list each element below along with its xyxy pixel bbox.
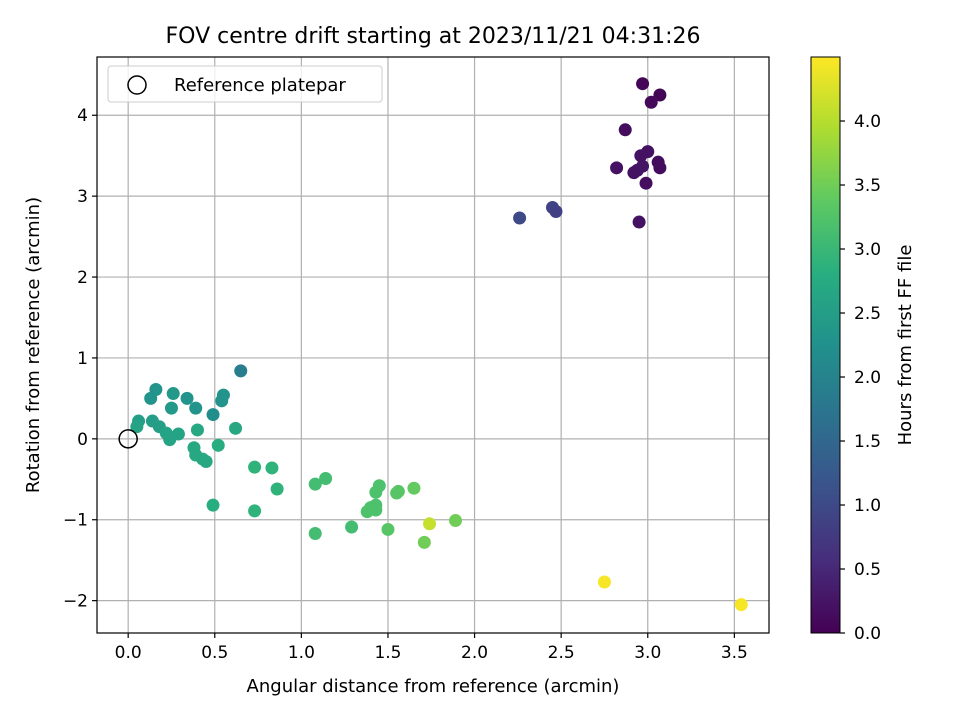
legend-box xyxy=(107,65,383,103)
data-point xyxy=(634,149,648,163)
data-point xyxy=(644,95,658,109)
data-point xyxy=(199,454,213,468)
x-tick-label: 0.0 xyxy=(115,643,142,663)
data-point xyxy=(549,205,563,219)
y-tick-label: 4 xyxy=(77,106,88,126)
plot-frame xyxy=(96,56,770,634)
x-tick-label: 1.0 xyxy=(288,643,315,663)
data-point xyxy=(308,477,322,491)
x-tick-label: 1.5 xyxy=(374,643,401,663)
data-point xyxy=(308,526,322,540)
data-point xyxy=(369,485,383,499)
data-point xyxy=(636,77,650,91)
legend: Reference platepar xyxy=(107,65,383,103)
data-point xyxy=(639,176,653,190)
x-axis-label: Angular distance from reference (arcmin) xyxy=(247,676,620,697)
colorbar-label: Hours from first FF file xyxy=(895,245,916,446)
data-point xyxy=(270,482,284,496)
data-point xyxy=(206,498,220,512)
data-point xyxy=(166,387,180,401)
data-point xyxy=(449,514,463,528)
data-point xyxy=(130,420,144,434)
data-points xyxy=(130,77,748,612)
data-point xyxy=(189,401,203,415)
y-tick-label: −2 xyxy=(63,592,88,612)
colorbar-tick-label: 2.0 xyxy=(854,368,881,388)
data-point xyxy=(229,421,243,435)
grid-lines xyxy=(97,57,769,633)
data-point xyxy=(360,505,374,519)
data-point xyxy=(206,408,220,422)
x-tick-label: 2.5 xyxy=(548,643,575,663)
data-point xyxy=(144,391,158,405)
data-point xyxy=(597,575,611,589)
data-point xyxy=(407,481,421,495)
colorbar-tick-label: 2.5 xyxy=(854,304,881,324)
y-tick-label: 3 xyxy=(77,187,88,207)
x-tick-label: 2.0 xyxy=(461,643,488,663)
y-axis-ticks: −2 −1 0 1 2 3 4 xyxy=(63,106,97,612)
y-axis-label: Rotation from reference (arcmin) xyxy=(23,197,44,493)
data-point xyxy=(248,504,262,518)
colorbar xyxy=(810,56,841,634)
data-point xyxy=(234,364,248,378)
data-point xyxy=(423,517,437,531)
data-point xyxy=(163,433,177,447)
chart-title: FOV centre drift starting at 2023/11/21 … xyxy=(166,24,701,49)
data-point xyxy=(653,88,667,102)
data-point xyxy=(180,391,194,405)
colorbar-tick-label: 3.5 xyxy=(854,176,881,196)
data-point xyxy=(248,460,262,474)
data-point xyxy=(319,471,333,485)
reference-platepar-marker xyxy=(118,429,138,449)
colorbar-tick-label: 4.0 xyxy=(854,112,881,132)
data-point xyxy=(211,438,225,452)
data-point xyxy=(417,535,431,549)
data-point xyxy=(381,522,395,536)
data-point xyxy=(627,166,641,180)
colorbar-tick-label: 1.5 xyxy=(854,432,881,452)
data-point xyxy=(618,123,632,137)
data-point xyxy=(653,161,667,175)
data-point xyxy=(345,520,359,534)
y-tick-label: 0 xyxy=(77,430,88,450)
data-point xyxy=(164,401,178,415)
data-point xyxy=(513,211,527,225)
legend-marker xyxy=(127,75,147,95)
colorbar-tick-label: 3.0 xyxy=(854,240,881,260)
colorbar-tick-label: 1.0 xyxy=(854,496,881,516)
x-tick-label: 3.0 xyxy=(634,643,661,663)
data-point xyxy=(734,598,748,612)
colorbar-ticks: 0.0 0.5 1.0 1.5 2.0 2.5 3.0 3.5 4.0 xyxy=(840,112,881,644)
data-point xyxy=(265,461,279,475)
x-axis-ticks: 0.0 0.5 1.0 1.5 2.0 2.5 3.0 3.5 xyxy=(115,633,748,663)
data-point xyxy=(390,486,404,500)
colorbar-tick-label: 0.0 xyxy=(854,624,881,644)
y-tick-label: 1 xyxy=(77,349,88,369)
data-point xyxy=(632,215,646,229)
y-tick-label: −1 xyxy=(63,511,88,531)
data-point xyxy=(610,161,624,175)
x-tick-label: 3.5 xyxy=(721,643,748,663)
y-tick-label: 2 xyxy=(77,268,88,288)
data-point xyxy=(215,394,229,408)
data-point xyxy=(190,423,204,437)
colorbar-tick-label: 0.5 xyxy=(854,560,881,580)
legend-label: Reference platepar xyxy=(174,75,346,96)
x-tick-label: 0.5 xyxy=(201,643,228,663)
